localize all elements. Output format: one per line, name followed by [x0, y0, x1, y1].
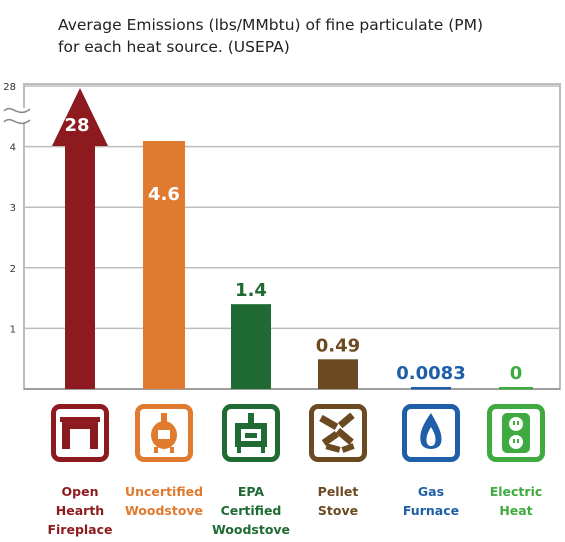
category-label-line: Pellet: [317, 484, 359, 499]
category-label-line: Furnace: [402, 503, 460, 518]
category-label-electric-heat: Electric Heat: [468, 482, 564, 520]
icon-box-epa-certified-woodstove: [222, 404, 280, 462]
icon-box-pellet-stove: [309, 404, 367, 462]
data-label-uncertified-woodstove: 4.6: [148, 184, 180, 205]
y-tick-label: 1: [10, 324, 16, 335]
data-label-epa-certified-woodstove: 1.4: [235, 280, 267, 301]
data-label-open-hearth-fireplace: 28: [64, 115, 89, 136]
category-label-epa-certified-woodstove: EPA Certified Woodstove: [203, 482, 299, 539]
icon-box-open-hearth-fireplace: [51, 404, 109, 462]
axis-break-mark: [3, 118, 31, 125]
electric-outlet-icon: [502, 413, 530, 453]
chart-title: Average Emissions (lbs/MMbtu) of fine pa…: [58, 14, 538, 58]
category-label-line: Woodstove: [211, 522, 291, 537]
chart-title-line-1: Average Emissions (lbs/MMbtu) of fine pa…: [58, 16, 484, 34]
fireplace-icon: [60, 417, 100, 449]
y-tick-label: 28: [3, 82, 16, 93]
axis-break-gap: [8, 108, 34, 124]
icon-box-uncertified-woodstove: [135, 404, 193, 462]
category-label-line: Woodstove: [124, 503, 204, 518]
category-label-open-hearth-fireplace: Open Hearth Fireplace: [32, 482, 128, 539]
woodstove-icon: [151, 413, 177, 453]
category-label-line: Stove: [317, 503, 359, 518]
data-label-pellet-stove: 0.49: [316, 335, 360, 356]
chart-title-line-2: for each heat source. (USEPA): [58, 38, 290, 56]
y-tick-label: 4: [10, 143, 16, 154]
y-tick-label: 3: [10, 203, 16, 214]
icon-box-gas-furnace: [402, 404, 460, 462]
category-label-uncertified-woodstove: Uncertified Woodstove: [116, 482, 212, 520]
category-label-line: Uncertified: [124, 484, 204, 499]
category-label-pellet-stove: Pellet Stove: [290, 482, 386, 520]
category-label-gas-furnace: Gas Furnace: [383, 482, 479, 520]
category-label-line: EPA: [237, 484, 265, 499]
category-label-line: Electric: [489, 484, 543, 499]
category-label-line: Gas: [417, 484, 445, 499]
y-tick-label: 2: [10, 264, 16, 275]
plot-frame: [23, 83, 561, 390]
pellets-icon: [319, 412, 355, 453]
data-label-electric-heat: 0: [510, 363, 523, 384]
category-label-line: Heat: [499, 503, 533, 518]
category-label-line: Certified: [220, 503, 282, 518]
category-label-line: Fireplace: [47, 522, 113, 537]
axis-break-mark: [3, 107, 31, 114]
bar-gas-furnace: [411, 387, 451, 390]
bar-open-hearth-fireplace: [52, 88, 108, 389]
data-label-gas-furnace: 0.0083: [396, 363, 465, 384]
category-label-line: Hearth: [55, 503, 105, 518]
category-label-line: Open: [61, 484, 99, 499]
bar-electric-heat: [499, 387, 533, 390]
bar-epa-certified-woodstove: [231, 304, 271, 389]
bar-uncertified-woodstove: [143, 141, 185, 389]
gas-flame-icon: [420, 413, 442, 449]
icon-box-electric-heat: [487, 404, 545, 462]
epa-woodstove-icon: [235, 413, 267, 453]
bar-pellet-stove: [318, 359, 358, 389]
